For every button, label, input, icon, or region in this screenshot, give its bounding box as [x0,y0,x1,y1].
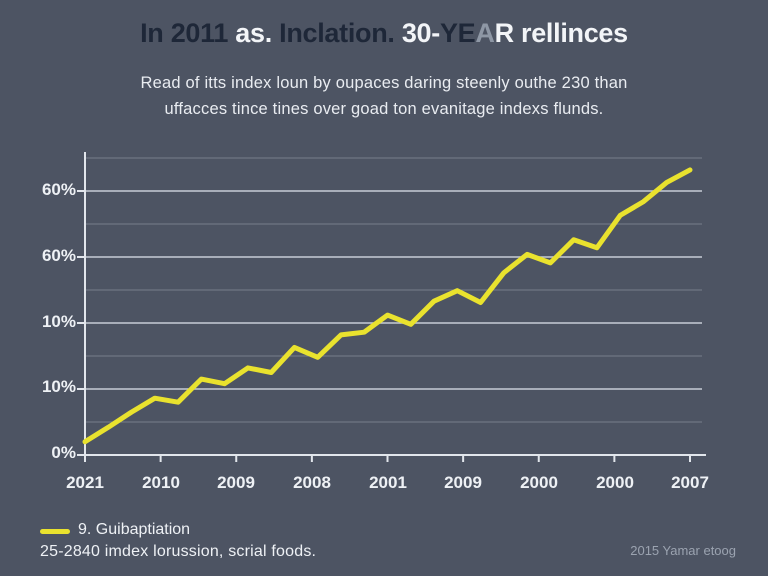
legend-series-label: 9. Guibaptiation [78,521,191,538]
title-segment: A [475,18,495,48]
title-segment: as. [235,18,280,48]
chart-title: In 2011 as. Inclation. 30-YEAR rellinces [0,18,768,49]
y-axis-label: 60% [41,246,76,265]
x-axis-label: 2009 [444,473,482,492]
x-axis-label: 2000 [596,473,634,492]
axes [77,152,706,462]
x-axis-label: 2000 [520,473,558,492]
chart-subtitle-line2: uffacces tince tines over goad ton evani… [164,100,604,118]
x-axis-label: 2007 [671,473,709,492]
data-line [82,167,693,445]
y-axis-label: 60% [41,180,76,199]
y-axis-label: 0% [51,443,76,462]
series-line [82,167,693,445]
title-segment: R rellinces [494,18,629,48]
y-axis-label: 10% [41,377,76,396]
x-axis-label: 2001 [369,473,407,492]
x-axis-label: 2021 [66,473,104,492]
gridlines [85,157,702,423]
title-segment: YE [439,18,476,48]
y-axis-label: 10% [41,312,76,331]
title-segment: 30- [401,18,440,48]
title-segment: Inclation. [279,18,402,48]
x-axis-label: 2008 [293,473,331,492]
chart-subtitle-line1: Read of itts index loun by oupaces darin… [140,74,628,92]
footer-credit: 2015 Yamar etoog [630,543,736,558]
x-axis-label: 2009 [217,473,255,492]
legend-line-swatch [40,529,70,534]
legend-note: 25-2840 imdex lorussion, scrial foods. [40,543,317,560]
title-segment: In 2011 [140,18,236,48]
x-axis-label: 2010 [142,473,180,492]
